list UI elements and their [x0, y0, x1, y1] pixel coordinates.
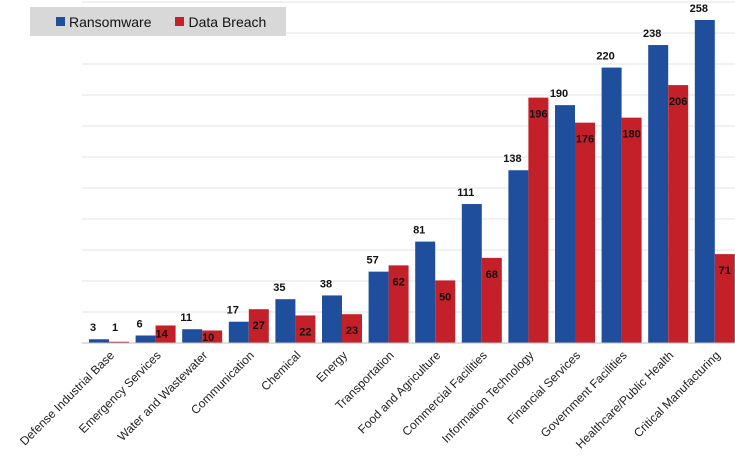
bar-ransomware-food-and-agriculture: [415, 241, 436, 343]
bar-ransomware-information-technology: [508, 170, 529, 343]
value-label-ransomware-healthcare-public-health: 238: [643, 28, 661, 40]
value-labels: 3 1 6 14 11 10 17 27 35 22 38 23 57 62 81 50 111 68 138 196…: [90, 3, 731, 344]
bar-ransomware-communication: [228, 321, 249, 343]
bar-data-breach-defense-industrial-base: [109, 341, 129, 343]
value-label-data-breach-chemical: 22: [299, 326, 311, 338]
value-label-ransomware-emergency-services: 6: [137, 318, 143, 330]
bar-data-breach-water-and-wastewater: [202, 330, 223, 343]
x-tick-label-information-technology: Information Technology: [439, 348, 536, 445]
bar-ransomware-energy: [322, 295, 342, 343]
value-label-ransomware-chemical: 35: [273, 282, 285, 294]
bar-ransomware-emergency-services: [135, 335, 156, 343]
value-label-ransomware-energy: 38: [320, 278, 332, 290]
bar-data-breach-chemical: [295, 315, 316, 343]
bar-data-breach-energy: [342, 314, 362, 343]
value-label-data-breach-communication: 27: [253, 320, 265, 332]
value-label-data-breach-food-and-agriculture: 50: [439, 291, 451, 303]
legend-item-ransomware: Ransomware: [56, 14, 151, 30]
legend-label-data-breach: Data Breach: [188, 13, 267, 30]
x-tick-label-defense-industrial-base: Defense Industrial Base: [17, 348, 117, 448]
value-label-ransomware-financial-services: 190: [550, 88, 568, 100]
value-label-data-breach-defense-industrial-base: 1: [112, 322, 118, 334]
value-label-data-breach-information-technology: 196: [529, 109, 547, 121]
bar-ransomware-defense-industrial-base: [89, 339, 109, 343]
value-label-ransomware-food-and-agriculture: 81: [413, 225, 425, 237]
x-tick-label-commercial-facilities: Commercial Facilities: [399, 348, 490, 439]
bar-ransomware-chemical: [275, 299, 296, 343]
value-label-data-breach-transportation: 62: [392, 276, 404, 288]
x-tick-label-water-and-wastewater: Water and Wastewater: [115, 348, 211, 444]
x-tick-label-government-facilities: Government Facilities: [538, 348, 630, 440]
bar-ransomware-water-and-wastewater: [182, 329, 203, 343]
x-tick-label-emergency-services: Emergency Services: [76, 348, 164, 436]
value-label-data-breach-financial-services: 176: [576, 134, 594, 146]
bar-ransomware-critical-manufacturing: [694, 20, 715, 343]
bar-ransomware-commercial-facilities: [461, 204, 482, 343]
value-label-ransomware-transportation: 57: [366, 255, 378, 267]
value-label-data-breach-energy: 23: [346, 325, 358, 337]
bar-data-breach-government-facilities: [621, 117, 642, 344]
bar-data-breach-communication: [248, 309, 269, 343]
value-label-data-breach-government-facilities: 180: [622, 129, 640, 141]
x-tick-label-food-and-agriculture: Food and Agriculture: [355, 348, 443, 436]
value-label-ransomware-water-and-wastewater: 11: [180, 312, 192, 324]
value-label-ransomware-defense-industrial-base: 3: [90, 322, 96, 334]
legend-swatch-data-breach: [175, 17, 185, 26]
bar-data-breach-food-and-agriculture: [435, 280, 456, 343]
value-label-ransomware-critical-manufacturing: 258: [690, 3, 708, 15]
value-label-data-breach-water-and-wastewater: 10: [202, 332, 214, 344]
legend-swatch-ransomware: [56, 17, 65, 26]
bar-data-breach-emergency-services: [155, 325, 176, 343]
value-label-data-breach-commercial-facilities: 68: [486, 269, 498, 281]
bar-ransomware-healthcare-public-health: [648, 45, 669, 344]
bar-data-breach-financial-services: [575, 122, 595, 344]
value-label-ransomware-communication: 17: [227, 305, 239, 317]
legend-label-ransomware: Ransomware: [69, 13, 152, 30]
value-label-ransomware-commercial-facilities: 111: [457, 187, 474, 199]
x-tick-label-critical-manufacturing: Critical Manufacturing: [631, 348, 723, 440]
value-label-ransomware-information-technology: 138: [503, 153, 521, 165]
value-label-data-breach-emergency-services: 14: [155, 328, 168, 340]
x-tick-label-chemical: Chemical: [258, 348, 303, 393]
bar-data-breach-critical-manufacturing: [714, 254, 735, 343]
bar-ransomware-financial-services: [555, 105, 575, 344]
value-label-data-breach-healthcare-public-health: 206: [669, 96, 687, 108]
value-label-data-breach-critical-manufacturing: 71: [719, 265, 731, 277]
bar-data-breach-transportation: [388, 265, 409, 343]
legend: Ransomware Data Breach: [30, 7, 286, 36]
legend-item-data-breach: Data Breach: [175, 14, 266, 30]
bar-ransomware-government-facilities: [601, 67, 622, 344]
bar-ransomware-transportation: [368, 271, 389, 343]
x-tick-label-energy: Energy: [313, 348, 350, 385]
value-label-ransomware-government-facilities: 220: [596, 51, 614, 63]
bar-data-breach-healthcare-public-health: [668, 85, 689, 344]
bars: [89, 20, 735, 344]
bar-data-breach-information-technology: [528, 97, 549, 344]
bar-data-breach-commercial-facilities: [481, 257, 502, 343]
